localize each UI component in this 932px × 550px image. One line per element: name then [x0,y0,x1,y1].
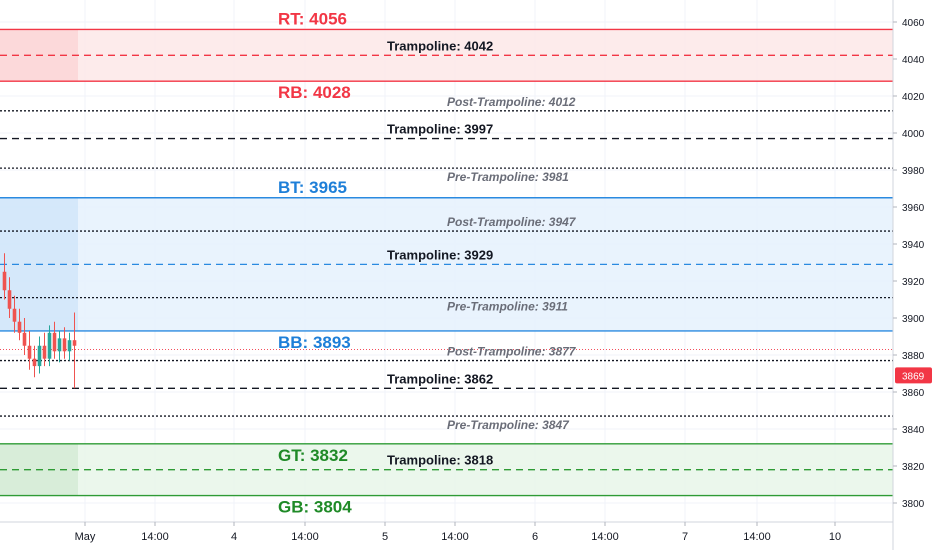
candle-body-11 [57,338,62,352]
price-tick-label-9: 3880 [902,351,925,362]
candle-body-13 [67,340,72,352]
candle-body-9 [47,332,52,359]
level-label-13: Pre-Trampoline: 3847 [447,418,570,432]
level-label-4: Trampoline: 3997 [387,122,493,137]
price-tick-label-8: 3900 [902,314,925,325]
time-tick-label-0: May [75,531,96,543]
time-tick-label-7: 14:00 [591,531,619,543]
price-tick-label-5: 3960 [902,203,925,214]
price-tick-label-10: 3860 [902,388,925,399]
candle-body-6 [32,358,37,367]
level-labels: RT: 4056 Trampoline: 4042 RB: 4028 Post-Tra… [278,9,577,516]
candle-body-1 [7,290,12,309]
level-label-15: Trampoline: 3818 [387,453,493,468]
time-tick-label-9: 14:00 [743,531,771,543]
price-axis[interactable]: 4060 4040 4020 4000 3980 3960 3940 3920 3900 3880… [892,0,932,550]
candle-body-12 [62,338,67,352]
price-tick-label-11: 3840 [902,425,925,436]
time-tick-label-8: 7 [682,531,688,543]
level-label-8: Trampoline: 3929 [387,247,493,262]
price-tick-label-13: 3800 [902,499,925,510]
level-label-12: Trampoline: 3862 [387,371,493,386]
level-label-11: Post-Trampoline: 3877 [447,345,577,359]
candle-body-0 [2,271,7,291]
level-label-7: Post-Trampoline: 3947 [447,215,577,229]
price-tick-label-1: 4040 [902,55,925,66]
candle-body-2 [12,308,17,322]
time-tick-label-6: 6 [532,531,538,543]
level-label-5: Pre-Trampoline: 3981 [447,170,569,184]
time-tick-label-1: 14:00 [141,531,169,543]
level-label-16: GB: 3804 [278,498,352,517]
level-label-1: Trampoline: 4042 [387,38,493,53]
candle-body-5 [27,345,32,359]
candle-body-7 [37,345,42,367]
time-axis[interactable]: May 14:00 4 14:00 5 14:00 6 14:00 7 14:00 10 [0,521,893,543]
level-lines [0,28,893,497]
level-label-10: BB: 3893 [278,333,351,352]
level-label-0: RT: 4056 [278,9,347,28]
time-tick-label-10: 10 [829,531,841,543]
price-tick-label-0: 4060 [902,18,925,29]
current-price-badge [895,367,932,384]
level-label-14: GT: 3832 [278,446,348,465]
level-label-6: BT: 3965 [278,178,347,197]
level-label-3: Post-Trampoline: 4012 [447,95,576,109]
candle-body-3 [17,321,22,333]
level-label-2: RB: 4028 [278,83,351,102]
price-tick-label-6: 3940 [902,240,925,251]
time-tick-label-4: 5 [382,531,388,543]
level-label-9: Pre-Trampoline: 3911 [447,300,568,314]
candle-body-14 [72,340,77,346]
time-tick-label-3: 14:00 [291,531,319,543]
time-tick-label-5: 14:00 [441,531,469,543]
price-tick-label-7: 3920 [902,277,925,288]
price-tick-label-4: 3980 [902,166,925,177]
candlesticks [2,253,77,389]
price-tick-label-12: 3820 [902,462,925,473]
candle-body-10 [52,332,57,352]
current-price-label: 3869 [902,371,925,382]
candle-body-4 [22,332,27,346]
candle-body-8 [42,345,47,359]
price-tick-label-2: 4020 [902,92,925,103]
price-tick-label-3: 4000 [902,129,925,140]
time-tick-label-2: 4 [231,531,237,543]
